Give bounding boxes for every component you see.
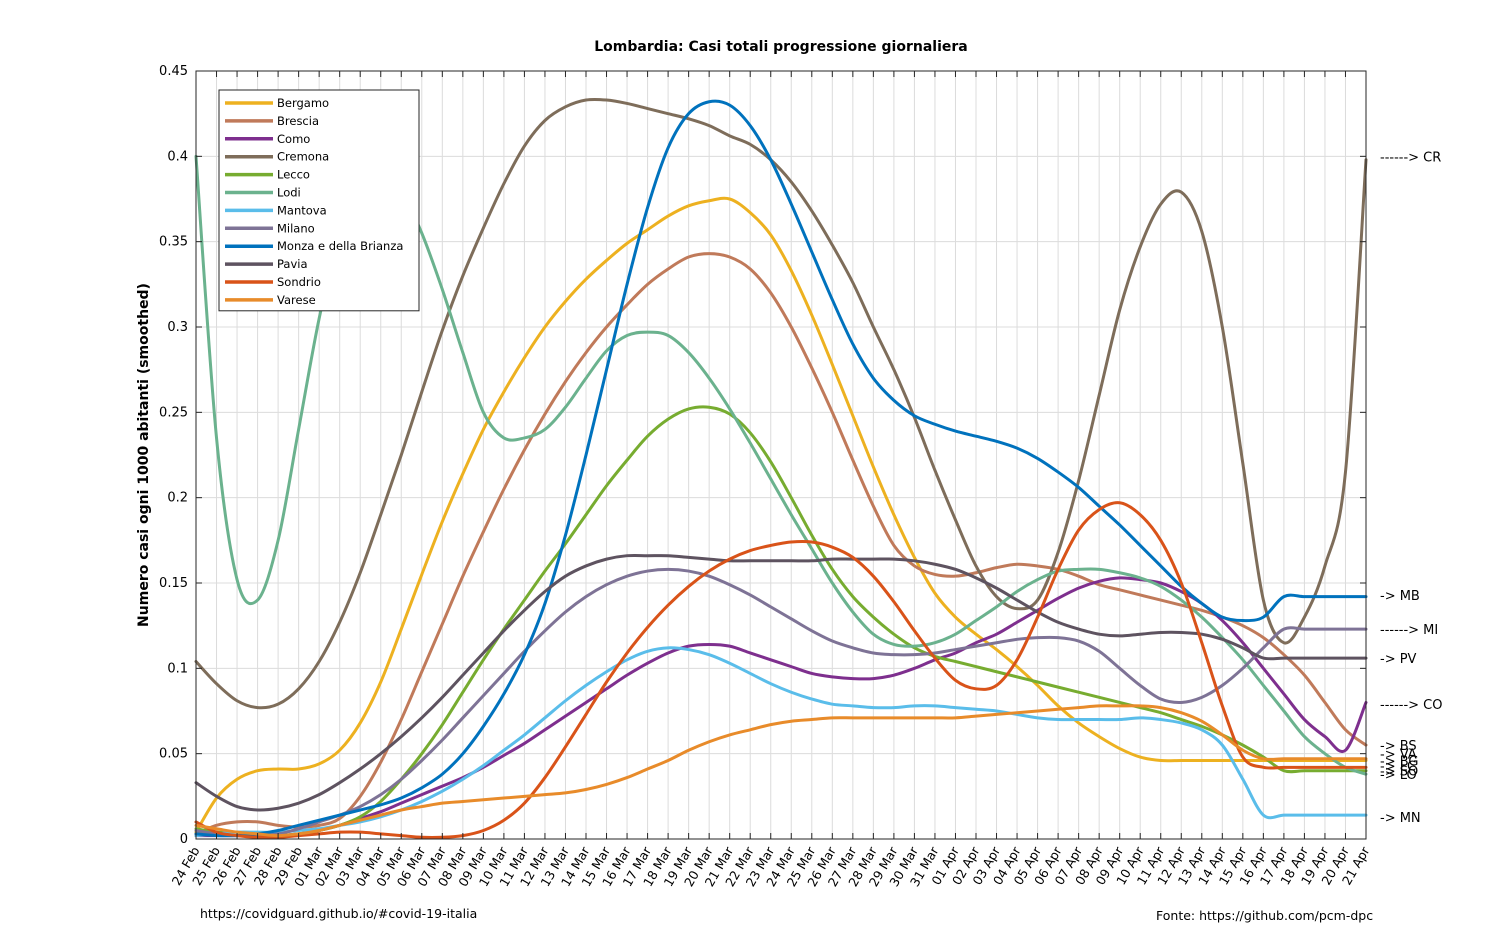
y-tick-label: 0.05 bbox=[159, 747, 188, 762]
end-annotation: -> BS bbox=[1380, 739, 1417, 754]
series-line-sondrio bbox=[194, 501, 1368, 840]
legend-entry: Monza e della Brianza bbox=[277, 239, 403, 253]
series-line-bergamo bbox=[194, 196, 1368, 834]
end-annotation: -> PV bbox=[1380, 652, 1417, 667]
y-tick-label: 0.1 bbox=[167, 661, 188, 676]
legend-entry: Bergamo bbox=[277, 96, 329, 110]
end-annotation: ------> MI bbox=[1380, 623, 1438, 638]
y-tick-label: 0.4 bbox=[167, 149, 188, 164]
end-annotation: -> MB bbox=[1380, 589, 1420, 604]
grid bbox=[195, 70, 1367, 840]
end-annotation: -> LO bbox=[1380, 768, 1417, 783]
legend-entry: Milano bbox=[277, 221, 315, 235]
series-line-cremona bbox=[194, 97, 1368, 710]
end-annotation: ------> CR bbox=[1380, 150, 1441, 165]
series-line-varese bbox=[194, 704, 1368, 838]
legend: Bergamo Brescia Como Cremona Lecco Lodi Mantov… bbox=[218, 89, 420, 312]
end-annotation: ------> CO bbox=[1380, 698, 1442, 713]
end-annotation: -> LC bbox=[1380, 760, 1416, 775]
footer-source-url: https://covidguard.github.io/#covid-19-i… bbox=[200, 906, 478, 921]
series-line-como bbox=[194, 576, 1368, 838]
end-annotation: -> MN bbox=[1380, 811, 1421, 826]
series-line-milano bbox=[194, 567, 1368, 838]
end-annotation: -> VA bbox=[1380, 748, 1417, 763]
footer-credit: Fonte: https://github.com/pcm-dpc bbox=[1156, 908, 1374, 923]
legend-entry: Varese bbox=[277, 293, 316, 307]
legend-entry: Lodi bbox=[277, 186, 301, 200]
legend-box bbox=[218, 89, 420, 312]
y-axis-label: Numero casi ogni 1000 abitanti (smoothed… bbox=[136, 283, 152, 627]
y-tick-label: 0 bbox=[180, 832, 188, 847]
y-tick-label: 0.25 bbox=[159, 405, 188, 420]
series-line-brescia bbox=[194, 252, 1368, 836]
y-axis: 0 0.05 0.1 0.15 0.2 0.25 0.3 0.35 0.4 0.45 bbox=[159, 64, 1366, 847]
end-annotations: ------> CR -> MB ------> MI -> PV ------> CO… bbox=[1380, 150, 1442, 825]
series-line-lecco bbox=[194, 405, 1368, 838]
y-tick-label: 0.35 bbox=[159, 235, 188, 250]
end-annotation: -> BG bbox=[1380, 754, 1418, 769]
y-tick-label: 0.45 bbox=[159, 64, 188, 79]
y-tick-label: 0.2 bbox=[167, 491, 188, 506]
legend-entry: Brescia bbox=[277, 114, 319, 128]
legend-entry: Cremona bbox=[277, 150, 329, 164]
legend-entry: Pavia bbox=[277, 257, 308, 271]
plot-frame bbox=[195, 70, 1367, 840]
legend-entry: Mantova bbox=[277, 203, 327, 217]
end-annotation: -> SO bbox=[1380, 765, 1418, 780]
series-line-monza-e-della-brianza bbox=[194, 99, 1368, 838]
legend-entry: Sondrio bbox=[277, 275, 321, 289]
y-tick-label: 0.15 bbox=[159, 576, 188, 591]
series-line-pavia bbox=[194, 553, 1368, 812]
chart-title: Lombardia: Casi totali progressione gior… bbox=[594, 39, 967, 55]
legend-entry: Como bbox=[277, 132, 310, 146]
legend-entry: Lecco bbox=[277, 168, 310, 182]
y-tick-label: 0.3 bbox=[167, 320, 188, 335]
series-lines bbox=[194, 97, 1368, 840]
